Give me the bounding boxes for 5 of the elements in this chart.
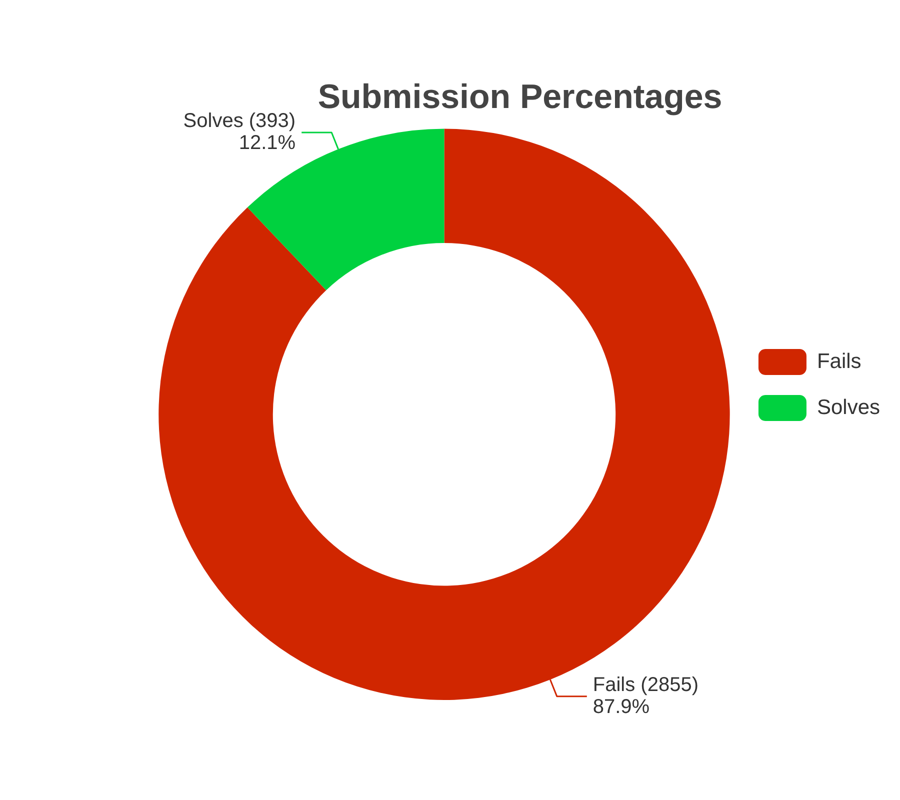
data-label: Fails (2855) 87.9%: [592, 674, 698, 718]
chart-title: Submission Percentages: [318, 78, 722, 116]
data-label: Solves (393) 12.1%: [183, 110, 296, 154]
legend-label: Solves: [816, 396, 880, 419]
legend-label: Fails: [816, 350, 862, 373]
